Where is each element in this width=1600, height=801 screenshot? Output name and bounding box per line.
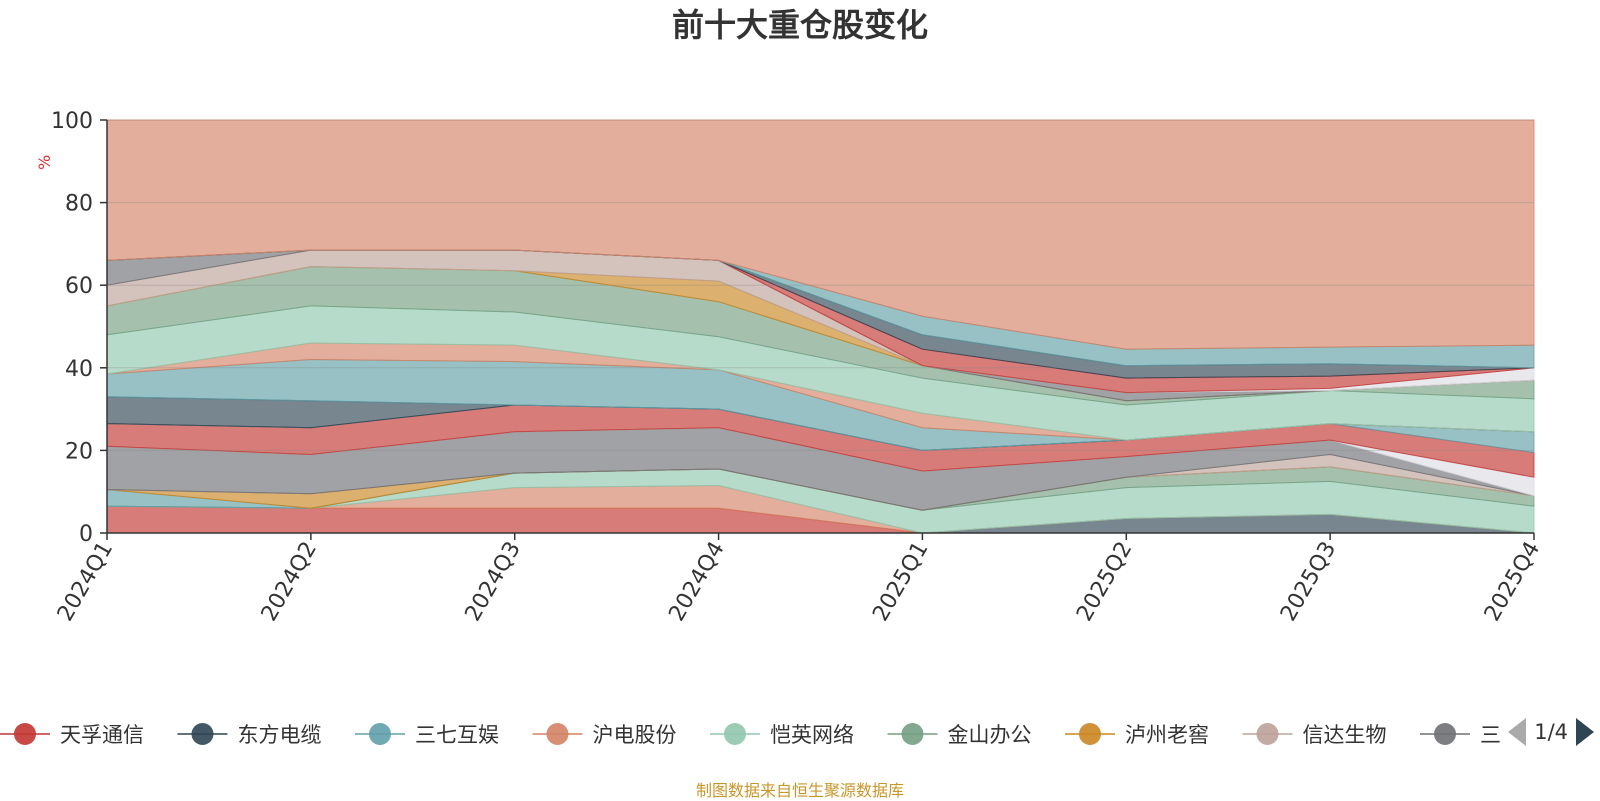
legend-marker-icon [1256, 723, 1279, 745]
legend-page-indicator: 1/4 [1534, 720, 1568, 744]
grid-lines [107, 119, 1534, 451]
x-tick-label: 2024Q4 [664, 538, 729, 626]
legend-item[interactable]: 天孚通信 [0, 723, 144, 747]
legend-marker-icon [191, 723, 214, 745]
legend-label: 泸州老窖 [1125, 723, 1209, 747]
x-tick-label: 2024Q1 [53, 538, 118, 626]
x-tick-label: 2025Q2 [1072, 538, 1137, 626]
legend-label: 天孚通信 [60, 723, 144, 747]
area-bands [106, 119, 1535, 534]
y-tick-label: 80 [65, 192, 93, 217]
x-tick-label: 2024Q3 [461, 538, 526, 626]
legend-label: 三七互娱 [415, 723, 499, 747]
legend-item[interactable]: 恺英网络 [710, 723, 854, 747]
x-tick-label: 2024Q2 [257, 538, 322, 626]
legend-item[interactable]: 沪电股份 [532, 723, 677, 747]
y-tick-label: 60 [65, 274, 93, 299]
legend-marker-icon [1434, 723, 1456, 745]
legend-label: 沪电股份 [593, 723, 677, 747]
legend-label: 金山办公 [948, 723, 1032, 747]
y-tick-label: 100 [51, 109, 93, 134]
legend-marker-icon [1079, 723, 1101, 745]
legend-marker-icon [369, 723, 391, 745]
legend-item[interactable]: 东方电缆 [177, 723, 322, 747]
legend-next-icon[interactable] [1576, 718, 1594, 746]
x-tick-label: 2025Q3 [1276, 538, 1341, 626]
area-band-24 [106, 119, 1535, 350]
y-tick-label: 40 [65, 357, 93, 382]
chart-title: 前十大重仓股变化 [672, 6, 928, 44]
legend-item[interactable]: 三 [1420, 723, 1501, 747]
legend-marker-icon [14, 723, 36, 745]
legend-marker-icon [724, 723, 746, 745]
legend-item[interactable]: 泸州老窖 [1065, 723, 1209, 747]
legend-prev-icon[interactable] [1508, 718, 1527, 746]
legend-item[interactable]: 信达生物 [1242, 723, 1387, 747]
y-axis-unit: % [35, 155, 54, 170]
x-tick-label: 2025Q1 [868, 538, 933, 626]
legend-label: 东方电缆 [238, 723, 322, 747]
legend-label: 三 [1480, 723, 1501, 747]
legend-pager: 1/4 [1508, 718, 1594, 746]
legend-item[interactable]: 三七互娱 [355, 723, 499, 747]
legend[interactable]: 天孚通信 东方电缆 三七互娱 沪电股份 恺英网络 金山办公 泸州老窖 信达生物 三 [0, 723, 1501, 747]
legend-marker-icon [546, 723, 569, 745]
source-credit: 制图数据来自恒生聚源数据库 [695, 781, 904, 800]
legend-marker-icon [901, 723, 924, 745]
legend-label: 恺英网络 [770, 723, 854, 747]
y-tick-label: 20 [65, 439, 93, 464]
y-tick-label: 0 [79, 522, 93, 547]
legend-label: 信达生物 [1303, 723, 1387, 747]
x-tick-label: 2025Q4 [1480, 538, 1545, 626]
legend-item[interactable]: 金山办公 [887, 723, 1032, 747]
